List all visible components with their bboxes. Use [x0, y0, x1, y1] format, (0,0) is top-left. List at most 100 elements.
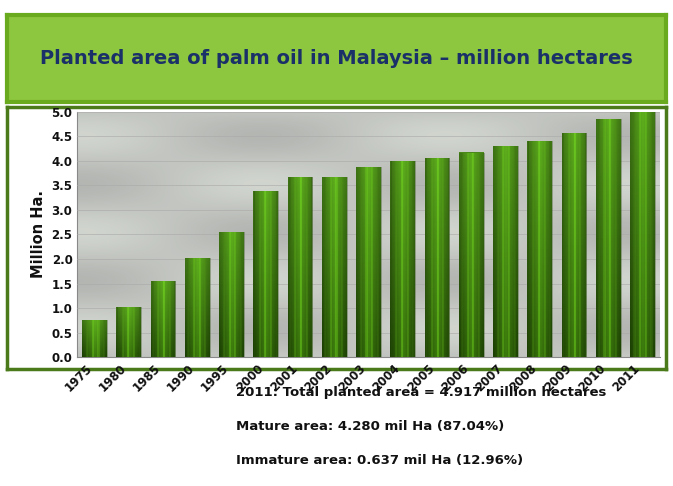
Bar: [561, 141, 586, 144]
Bar: [116, 337, 141, 338]
Bar: [596, 196, 621, 199]
Bar: [287, 188, 312, 191]
Bar: [561, 220, 586, 223]
Bar: [528, 279, 552, 281]
Bar: [610, 119, 612, 357]
Bar: [195, 258, 197, 357]
Bar: [287, 262, 312, 265]
Bar: [151, 308, 176, 309]
Bar: [596, 173, 621, 175]
Bar: [167, 281, 168, 357]
Bar: [430, 158, 431, 357]
Bar: [219, 249, 244, 251]
Bar: [531, 141, 532, 357]
Bar: [426, 158, 427, 357]
Bar: [552, 141, 553, 357]
Bar: [425, 158, 426, 357]
Bar: [425, 290, 450, 293]
Bar: [185, 275, 209, 276]
Bar: [493, 196, 518, 199]
Bar: [566, 133, 567, 357]
Bar: [596, 134, 621, 137]
Bar: [162, 281, 163, 357]
Bar: [254, 289, 278, 291]
Bar: [293, 177, 294, 357]
Bar: [254, 308, 278, 310]
Bar: [356, 258, 381, 260]
Bar: [241, 232, 242, 357]
Bar: [322, 229, 347, 231]
Bar: [528, 241, 552, 244]
Bar: [561, 270, 586, 273]
Bar: [261, 191, 262, 357]
Bar: [287, 177, 289, 357]
Bar: [298, 177, 299, 357]
Bar: [219, 287, 244, 289]
Bar: [604, 119, 606, 357]
Bar: [119, 307, 120, 357]
Bar: [356, 231, 381, 234]
Bar: [287, 323, 312, 326]
Bar: [219, 315, 244, 317]
Bar: [480, 153, 481, 357]
Bar: [219, 275, 244, 276]
Bar: [390, 191, 415, 193]
Bar: [642, 112, 643, 357]
Bar: [243, 232, 244, 357]
Bar: [287, 298, 312, 301]
Bar: [640, 112, 641, 357]
Bar: [185, 305, 209, 306]
Bar: [116, 322, 141, 323]
Bar: [157, 281, 159, 357]
Bar: [151, 283, 176, 284]
Bar: [116, 314, 141, 315]
Bar: [356, 279, 381, 281]
Bar: [86, 320, 87, 357]
Bar: [425, 270, 450, 273]
Bar: [287, 208, 312, 211]
Bar: [356, 338, 381, 341]
Bar: [596, 277, 621, 280]
Bar: [633, 112, 635, 357]
Bar: [219, 245, 244, 246]
Bar: [356, 355, 381, 357]
Bar: [234, 232, 235, 357]
Bar: [287, 184, 312, 186]
Bar: [400, 161, 401, 357]
Bar: [116, 320, 141, 321]
Bar: [375, 167, 376, 357]
Bar: [596, 330, 621, 333]
Bar: [287, 258, 312, 260]
Bar: [126, 307, 127, 357]
Bar: [630, 152, 655, 155]
Bar: [338, 177, 339, 357]
Bar: [428, 158, 429, 357]
Bar: [116, 354, 141, 355]
Bar: [630, 253, 655, 256]
Bar: [561, 214, 586, 217]
Bar: [356, 269, 381, 272]
Bar: [322, 321, 347, 323]
Bar: [561, 133, 563, 357]
Bar: [234, 232, 236, 357]
Bar: [151, 325, 176, 326]
Bar: [151, 314, 176, 315]
Bar: [613, 119, 614, 357]
Bar: [459, 181, 483, 183]
Bar: [577, 133, 579, 357]
Bar: [425, 213, 450, 216]
Bar: [459, 278, 483, 280]
Bar: [621, 119, 622, 357]
Bar: [341, 177, 342, 357]
Bar: [465, 153, 466, 357]
Bar: [185, 273, 209, 274]
Bar: [390, 232, 415, 234]
Bar: [493, 228, 518, 230]
Bar: [402, 161, 403, 357]
Bar: [390, 210, 415, 212]
Bar: [185, 321, 209, 322]
Bar: [493, 186, 518, 189]
Bar: [510, 146, 511, 357]
Bar: [602, 119, 603, 357]
Bar: [356, 343, 381, 346]
